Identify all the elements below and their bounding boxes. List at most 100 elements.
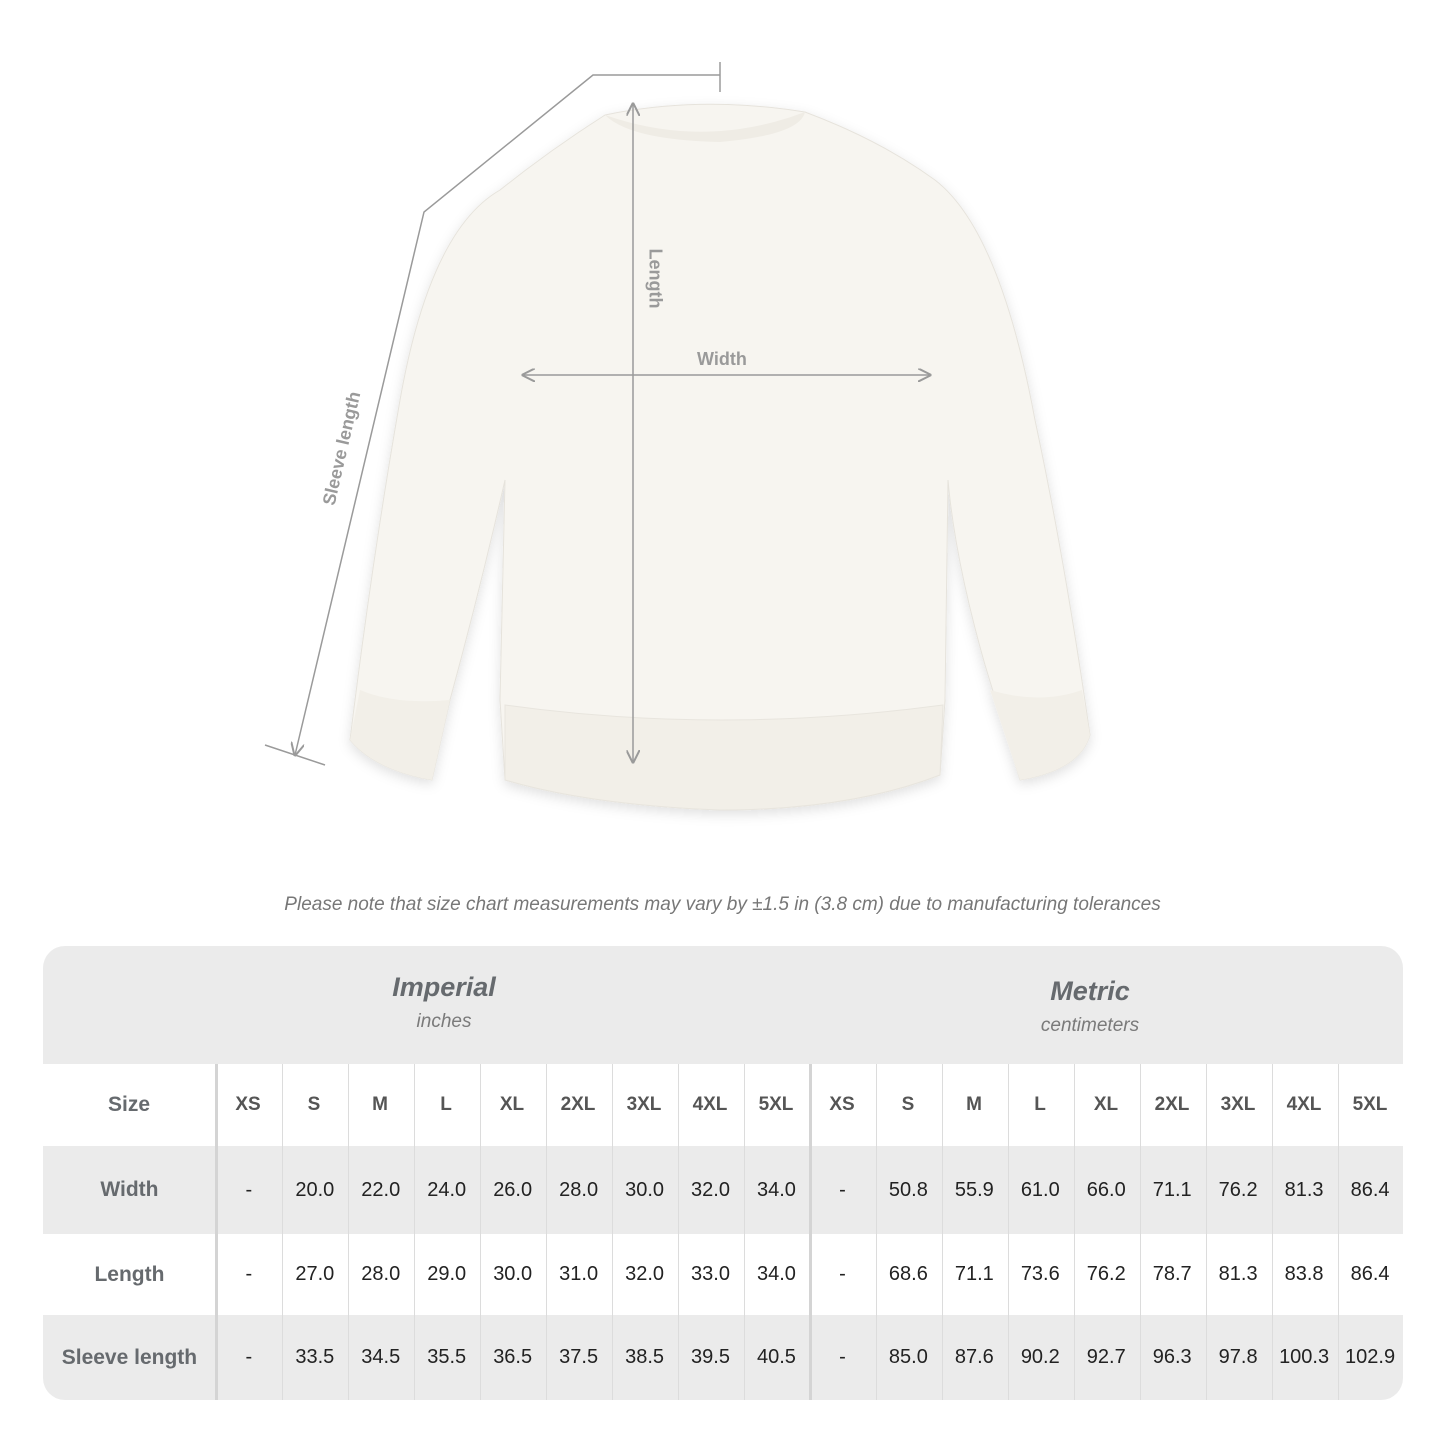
imperial-size-header: 2XL (560, 1094, 596, 1115)
imperial-value-cell: 33.5 (295, 1346, 335, 1368)
metric-value-cell: 61.0 (1020, 1178, 1060, 1201)
size-label: Size (107, 1093, 151, 1116)
metric-value-cell: 71.1 (1152, 1178, 1192, 1201)
metric-value-cell: 85.0 (888, 1346, 928, 1368)
column-divider (282, 1064, 283, 1400)
metric-value-cell: 73.6 (1020, 1263, 1060, 1285)
column-divider (876, 1064, 877, 1400)
metric-value-cell: 86.4 (1350, 1178, 1390, 1201)
imperial-value-cell: 22.0 (361, 1178, 401, 1201)
metric-value-cell: 87.6 (954, 1346, 994, 1368)
imperial-size-header: M (372, 1094, 388, 1115)
sweatshirt-image (349, 103, 1091, 811)
imperial-value-cell: - (245, 1346, 253, 1368)
imperial-value-cell: 38.5 (625, 1346, 665, 1368)
size-row: Size XS S M L XL 2XL 3XL 4XL 5XL XS S M L XL 2XL 3XL 4XL… (43, 1064, 1403, 1146)
imperial-value-cell: 20.0 (295, 1178, 335, 1201)
metric-value-cell: 76.2 (1218, 1178, 1258, 1201)
table-row: Width - 20.0 22.0 24.0 26.0 28.0 30.0 32.0 34.0 - 5… (43, 1146, 1403, 1234)
metric-value-cell: - (839, 1178, 846, 1201)
row-label: Width (100, 1178, 159, 1201)
metric-value-cell: 92.7 (1086, 1346, 1126, 1368)
column-divider (744, 1064, 745, 1400)
metric-size-header: XL (1093, 1094, 1119, 1115)
size-chart-table: Imperial inches Metric centimeters Size … (43, 946, 1403, 1400)
column-divider (1338, 1064, 1339, 1400)
table-row: Sleeve length - 33.5 34.5 35.5 36.5 37.5 38.5 39… (43, 1315, 1403, 1400)
imperial-value-cell: 34.0 (757, 1178, 796, 1201)
metric-value-cell: - (839, 1346, 846, 1368)
imperial-size-header: XS (235, 1094, 261, 1115)
header-band (43, 946, 1403, 1064)
imperial-size-header: 5XL (758, 1094, 794, 1115)
imperial-value-cell: 34.0 (757, 1263, 796, 1285)
column-divider (678, 1064, 679, 1400)
imperial-value-cell: 33.0 (691, 1263, 730, 1285)
imperial-size-header: L (440, 1094, 452, 1115)
metric-size-header: M (966, 1094, 982, 1115)
metric-unit: centimeters (1040, 1015, 1140, 1036)
imperial-size-header: XL (499, 1094, 525, 1115)
metric-value-cell: 90.2 (1020, 1346, 1060, 1368)
metric-header: Metric centimeters (810, 946, 1370, 1064)
length-label: Length (645, 248, 666, 309)
metric-value-cell: 96.3 (1152, 1346, 1192, 1368)
imperial-value-cell: 31.0 (559, 1263, 599, 1285)
column-divider (546, 1064, 547, 1400)
imperial-size-header: S (307, 1094, 321, 1115)
imperial-value-cell: 32.0 (625, 1263, 665, 1285)
imperial-value-cell: 40.5 (757, 1346, 796, 1368)
metric-value-cell: 76.2 (1086, 1263, 1126, 1285)
column-divider (215, 1064, 218, 1400)
metric-value-cell: 86.4 (1350, 1263, 1390, 1285)
metric-title: Metric (1050, 976, 1130, 1006)
tolerance-note: Please note that size chart measurements… (284, 894, 1161, 915)
metric-value-cell: 81.3 (1284, 1178, 1324, 1201)
imperial-size-header: 3XL (626, 1094, 662, 1115)
imperial-value-cell: 24.0 (427, 1178, 467, 1201)
row-label: Sleeve length (61, 1345, 198, 1369)
column-divider (1074, 1064, 1075, 1400)
metric-value-cell: 100.3 (1279, 1346, 1330, 1368)
imperial-value-cell: 27.0 (295, 1263, 335, 1285)
imperial-value-cell: 37.5 (559, 1346, 599, 1368)
imperial-title: Imperial (392, 972, 496, 1002)
metric-value-cell: 102.9 (1345, 1346, 1396, 1368)
metric-value-cell: - (839, 1263, 846, 1285)
imperial-value-cell: 28.0 (361, 1263, 401, 1285)
metric-value-cell: 81.3 (1218, 1263, 1258, 1285)
metric-value-cell: 78.7 (1152, 1263, 1192, 1285)
table-row: Length - 27.0 28.0 29.0 30.0 31.0 32.0 33.0 34.0 -… (43, 1234, 1403, 1315)
column-divider (1206, 1064, 1207, 1400)
imperial-value-cell: 30.0 (625, 1178, 665, 1201)
column-divider (1008, 1064, 1009, 1400)
metric-size-header: 3XL (1220, 1094, 1256, 1115)
imperial-value-cell: 28.0 (559, 1178, 599, 1201)
imperial-value-cell: - (245, 1178, 253, 1201)
imperial-value-cell: 26.0 (493, 1178, 533, 1201)
metric-size-header: 2XL (1154, 1094, 1190, 1115)
metric-size-header: XS (829, 1094, 855, 1115)
sweatshirt-diagram (264, 62, 1091, 811)
column-divider (1272, 1064, 1273, 1400)
metric-value-cell: 55.9 (954, 1178, 994, 1201)
imperial-value-cell: 32.0 (691, 1178, 730, 1201)
imperial-size-header: 4XL (692, 1094, 728, 1115)
imperial-value-cell: 29.0 (427, 1263, 467, 1285)
imperial-value-cell: 30.0 (493, 1263, 533, 1285)
column-divider (348, 1064, 349, 1400)
metric-size-header: 4XL (1286, 1094, 1322, 1115)
column-divider (480, 1064, 481, 1400)
imperial-value-cell: - (245, 1263, 253, 1285)
metric-value-cell: 97.8 (1218, 1346, 1258, 1368)
measurement-lines (264, 62, 930, 766)
metric-size-header: 5XL (1352, 1094, 1388, 1115)
metric-size-header: S (901, 1094, 915, 1115)
imperial-value-cell: 34.5 (361, 1346, 401, 1368)
sleeve-arrow (295, 74, 720, 755)
metric-size-header: L (1034, 1094, 1046, 1115)
row-band (43, 1315, 1403, 1400)
imperial-value-cell: 39.5 (691, 1346, 730, 1368)
column-divider (809, 1064, 812, 1400)
column-divider (942, 1064, 943, 1400)
